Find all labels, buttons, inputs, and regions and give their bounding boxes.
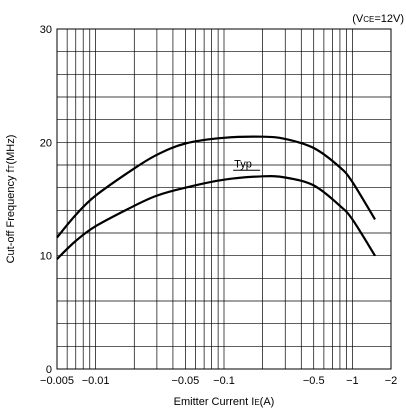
x-tick-label: −0.5 (303, 375, 325, 387)
y-tick-label: 10 (40, 251, 52, 263)
y-tick-label: 30 (40, 24, 52, 36)
series-line-1 (56, 135, 376, 239)
x-tick-label: −1 (346, 375, 359, 387)
x-tick-label: −0.01 (82, 375, 110, 387)
condition-label: (VCE=12V) (352, 13, 404, 25)
y-tick-label: 0 (46, 364, 52, 376)
x-tick-labels: −0.005 −0.01 −0.05 −0.1 −0.5 −1 −2 (40, 375, 397, 387)
curves (56, 135, 376, 260)
y-tick-label: 20 (40, 137, 52, 149)
x-axis-label: Emitter Current IE(A) (174, 396, 275, 408)
x-tick-label: −0.1 (213, 375, 235, 387)
y-tick-labels: 0 10 20 30 (40, 24, 52, 376)
y-axis-label: Cut-off Frequency fT(MHz) (5, 135, 17, 264)
x-tick-label: −2 (385, 375, 398, 387)
grid (56, 28, 392, 370)
typ-annotation: Typ (234, 158, 252, 170)
x-tick-label: −0.005 (40, 375, 74, 387)
plot-frame (56, 28, 392, 370)
x-tick-label: −0.05 (171, 375, 199, 387)
series-line-2 (56, 175, 376, 260)
